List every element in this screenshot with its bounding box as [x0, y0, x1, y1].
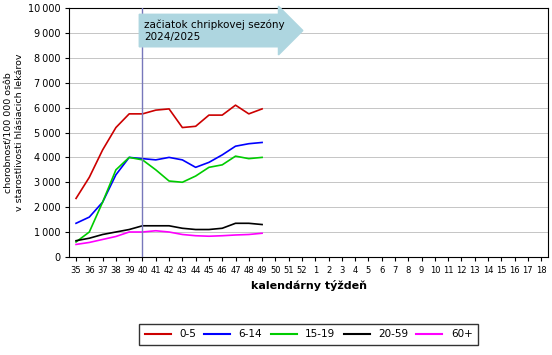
X-axis label: kalendárny týždeň: kalendárny týždeň [251, 280, 367, 291]
Y-axis label: chorobnosť/100 000 osôb
v starostlivosti hlásiacich lekárov: chorobnosť/100 000 osôb v starostlivosti… [4, 54, 24, 211]
Legend: 0-5, 6-14, 15-19, 20-59, 60+: 0-5, 6-14, 15-19, 20-59, 60+ [140, 324, 477, 345]
Text: začiatok chripkovej sezóny
2024/2025: začiatok chripkovej sezóny 2024/2025 [145, 20, 285, 42]
